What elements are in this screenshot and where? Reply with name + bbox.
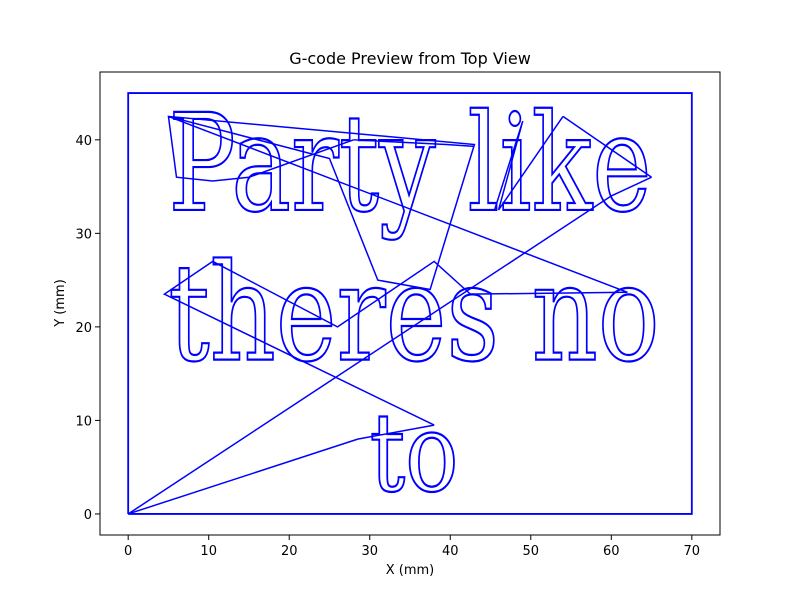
travel-path [162, 115, 628, 426]
y-tick-label: 20 [75, 321, 92, 336]
chart-title: G-code Preview from Top View [289, 49, 531, 68]
x-tick-label: 20 [281, 544, 298, 559]
travel-path [127, 424, 435, 515]
y-tick-label: 30 [75, 227, 92, 242]
y-tick-label: 0 [84, 508, 92, 523]
y-axis-label: Y (mm) [53, 279, 68, 328]
travel-path [127, 176, 652, 515]
y-tick-label: 10 [75, 414, 92, 429]
gcode-text-path: to [370, 390, 459, 517]
x-tick-label: 40 [442, 544, 459, 559]
gcode-text-path: Party like [168, 85, 651, 242]
x-tick-label: 70 [684, 544, 701, 559]
x-tick-label: 30 [361, 544, 378, 559]
gcode-text-path: theres no [168, 235, 659, 392]
travel-path [562, 115, 652, 178]
x-axis: 0 10 20 30 40 50 60 70 [124, 535, 700, 559]
travel-path [493, 116, 564, 211]
x-axis-label: X (mm) [386, 563, 435, 578]
x-tick-label: 60 [603, 544, 620, 559]
x-tick-label: 0 [124, 544, 132, 559]
x-tick-label: 50 [523, 544, 540, 559]
y-tick-label: 40 [75, 134, 92, 149]
y-axis: 0 10 20 30 40 [75, 134, 100, 523]
plot-area-frame [99, 71, 721, 536]
border-path [127, 92, 693, 515]
x-tick-label: 10 [200, 544, 217, 559]
travel-path [353, 139, 475, 148]
